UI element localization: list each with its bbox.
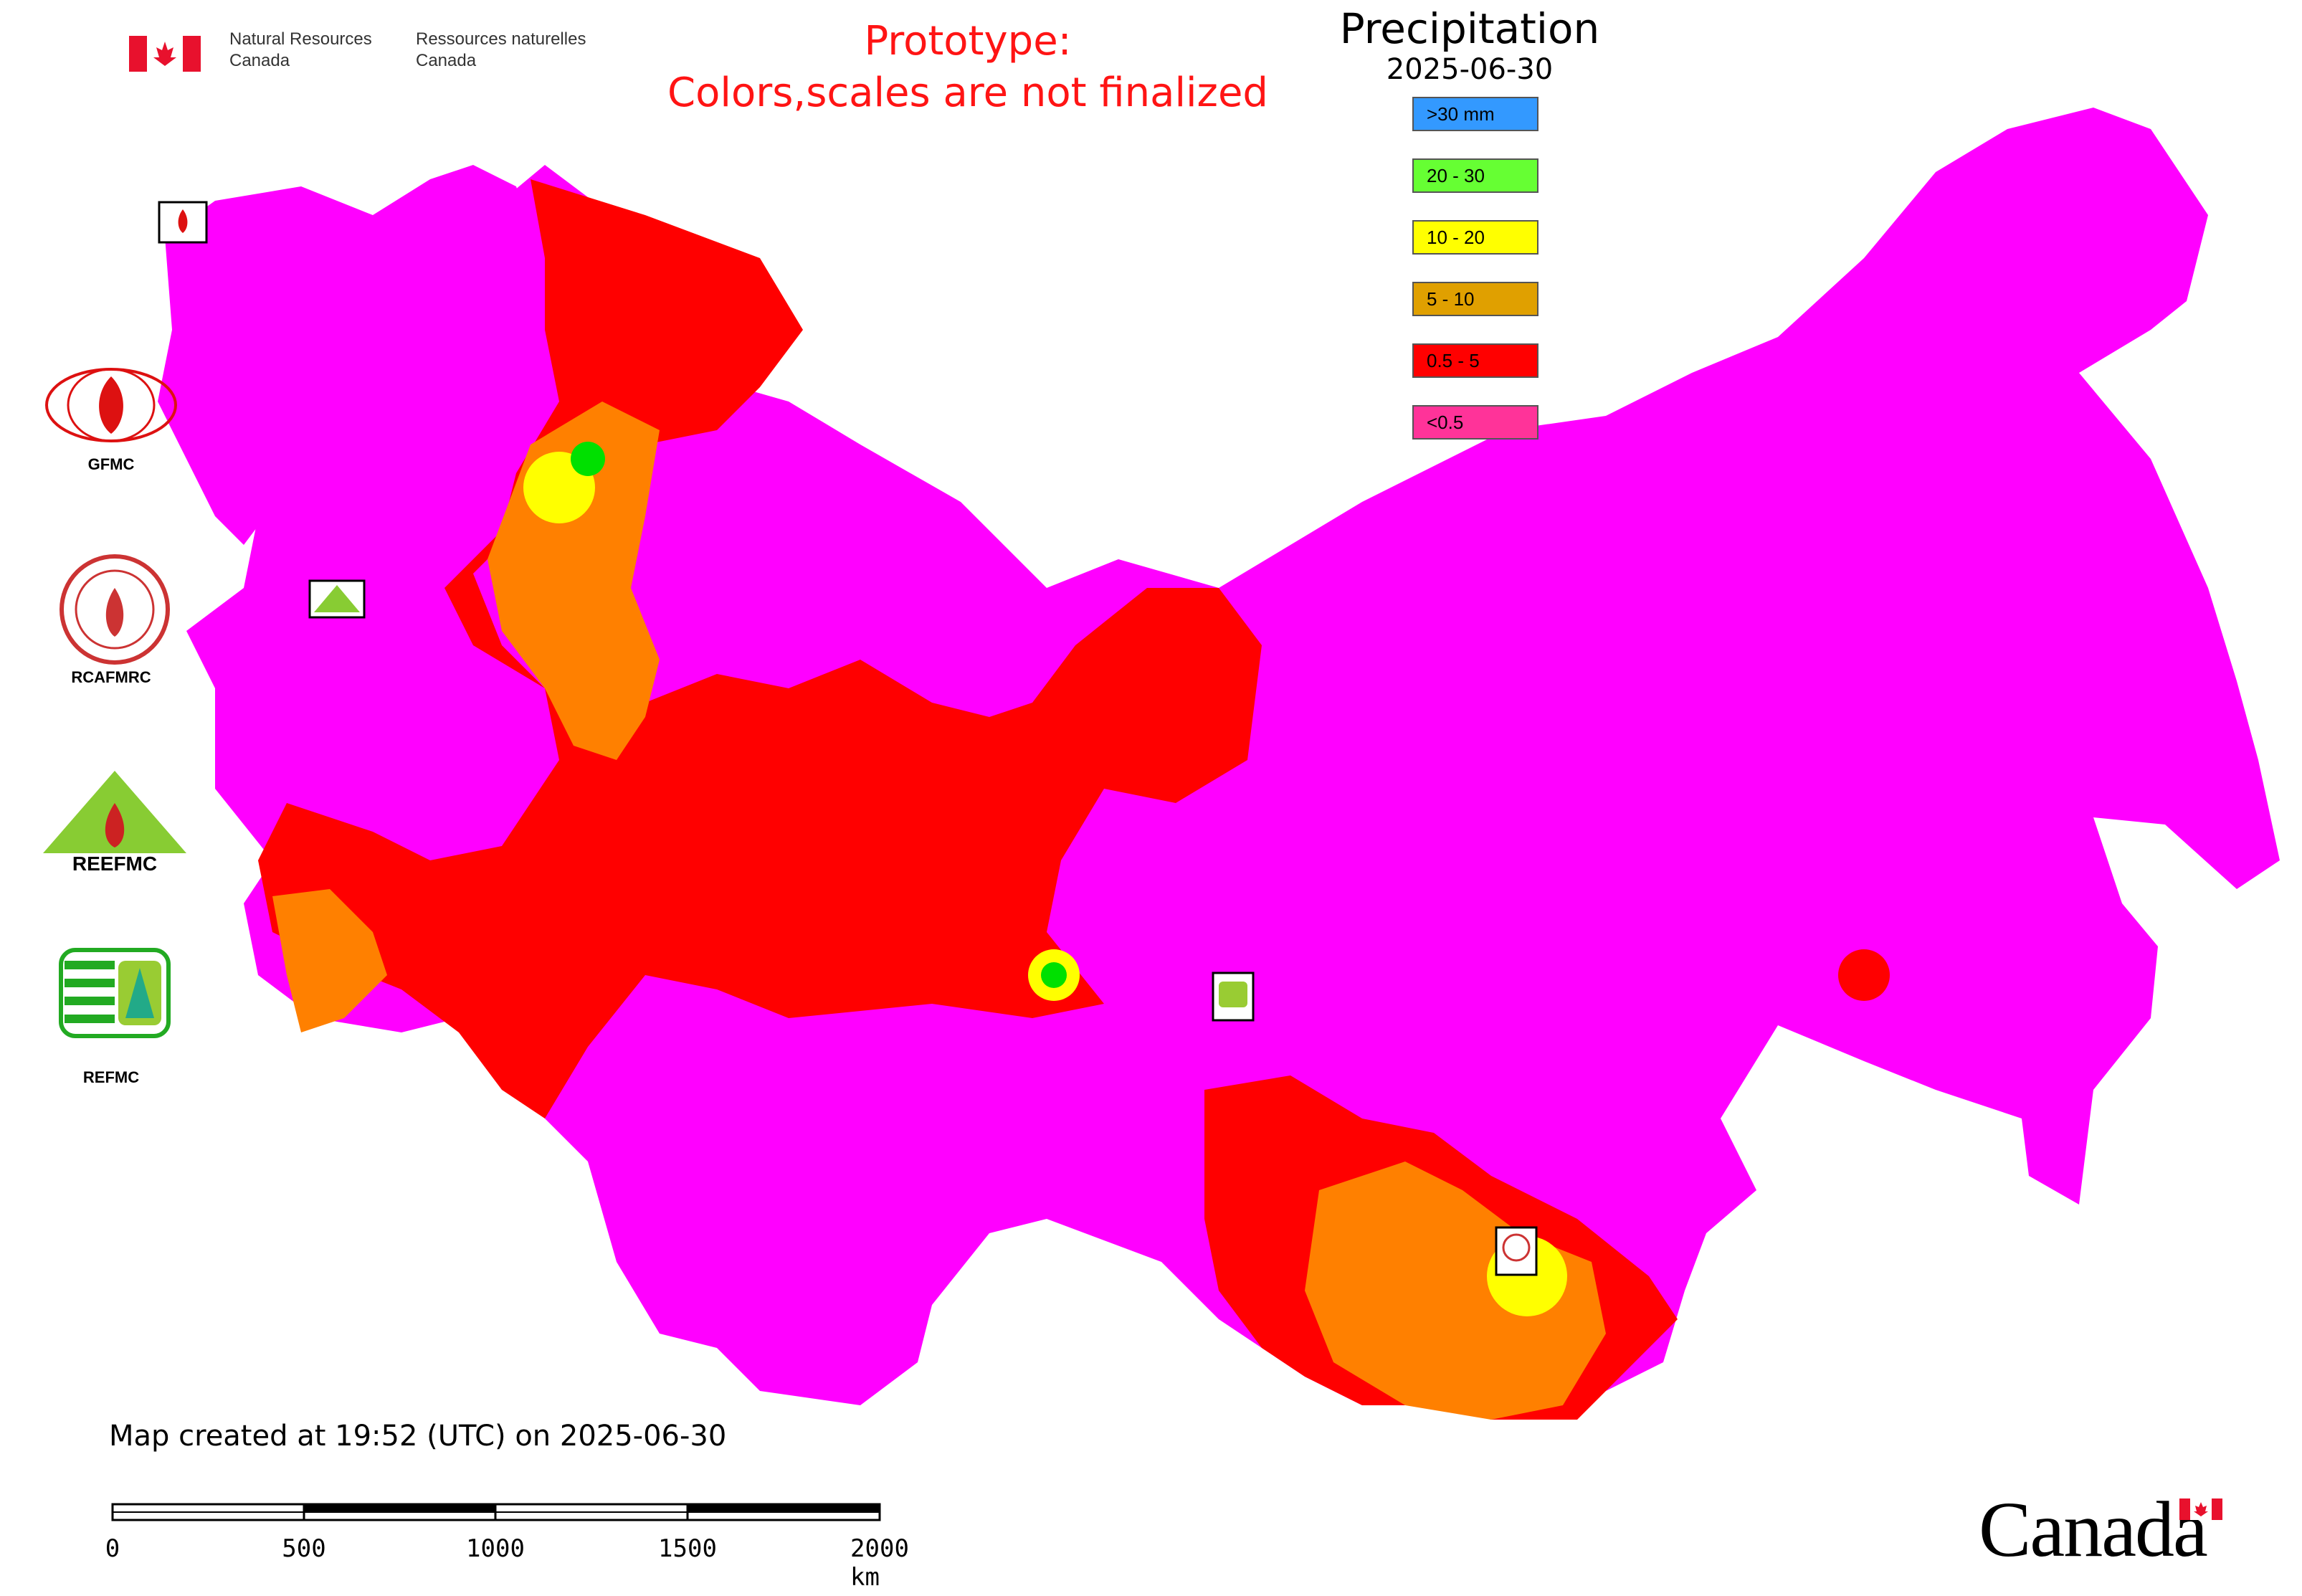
legend-item-20-30: 20 - 30 — [1412, 158, 1538, 193]
gfmc-label: GFMC — [87, 455, 135, 473]
canada-wordmark: Canada — [1979, 1486, 2208, 1573]
legend-item-10-20: 10 - 20 — [1412, 220, 1538, 255]
refmc-small-logo-icon — [1212, 972, 1255, 1022]
scale-bar-graphic — [111, 1503, 881, 1521]
prototype-line1: Prototype: — [864, 18, 1072, 65]
reefmc-logo-icon: REEFMC — [36, 771, 194, 875]
scale-label-500: 500 — [282, 1534, 326, 1563]
region-low — [258, 179, 1262, 1118]
landmass-scandinavia — [158, 165, 531, 545]
refmc-label: REFMC — [82, 1068, 140, 1086]
scale-label-1500: 1500 — [658, 1534, 717, 1563]
rcafmrc-label: RCAFMRC — [71, 668, 151, 686]
legend-item-5-10: 5 - 10 — [1412, 282, 1538, 316]
legend-item-lt0-5: <0.5 — [1412, 405, 1538, 440]
reefmc-logo-text: REEFMC — [72, 852, 157, 875]
scale-label-1000: 1000 — [466, 1534, 525, 1563]
agency-fr-line1: Ressources naturelles — [416, 29, 586, 49]
agency-en-line1: Natural Resources — [229, 29, 372, 49]
prototype-notice: Prototype: Colors,scales are not finaliz… — [645, 16, 1290, 119]
agency-fr-line2: Canada — [416, 51, 477, 70]
agency-en: Natural Resources Canada — [229, 29, 372, 72]
agency-en-line2: Canada — [229, 51, 290, 70]
legend-item-gt30: >30 mm — [1412, 97, 1538, 131]
canada-wordmark-flag-icon — [2179, 1498, 2222, 1520]
map-created-text: Map created at 19:52 (UTC) on 2025-06-30 — [109, 1420, 727, 1453]
scale-label-0: 0 — [105, 1534, 120, 1563]
refmc-logo-icon — [59, 948, 171, 1038]
region-mid-west — [272, 889, 387, 1032]
legend-item-0-5-5: 0.5 - 5 — [1412, 343, 1538, 378]
gfmc-small-logo-icon — [158, 201, 208, 244]
low-spot-east — [1838, 949, 1890, 1001]
agency-header: Natural Resources Canada Ressources natu… — [129, 29, 631, 79]
legend-title: Precipitation — [1339, 4, 1600, 53]
legend-date: 2025-06-30 — [1386, 53, 1554, 86]
canada-flag-icon — [129, 36, 201, 72]
prototype-line2: Colors,scales are not finalized — [667, 70, 1268, 116]
scale-bar: 0 500 1000 1500 2000 km — [105, 1498, 909, 1592]
rcafmrc-logo-icon — [60, 554, 170, 665]
gfmc-logo-icon — [45, 368, 177, 442]
top-spot-1 — [1041, 962, 1067, 988]
legend: >30 mm 20 - 30 10 - 20 5 - 10 0.5 - 5 <0… — [1412, 97, 1541, 467]
rcafmrc-small-logo-icon — [1495, 1226, 1538, 1276]
scale-label-2000: 2000 km — [850, 1534, 909, 1592]
top-spot-3 — [571, 442, 605, 476]
agency-fr: Ressources naturelles Canada — [416, 29, 586, 72]
region-mid-south — [1305, 1162, 1606, 1420]
reefmc-small-logo-icon — [308, 579, 366, 619]
